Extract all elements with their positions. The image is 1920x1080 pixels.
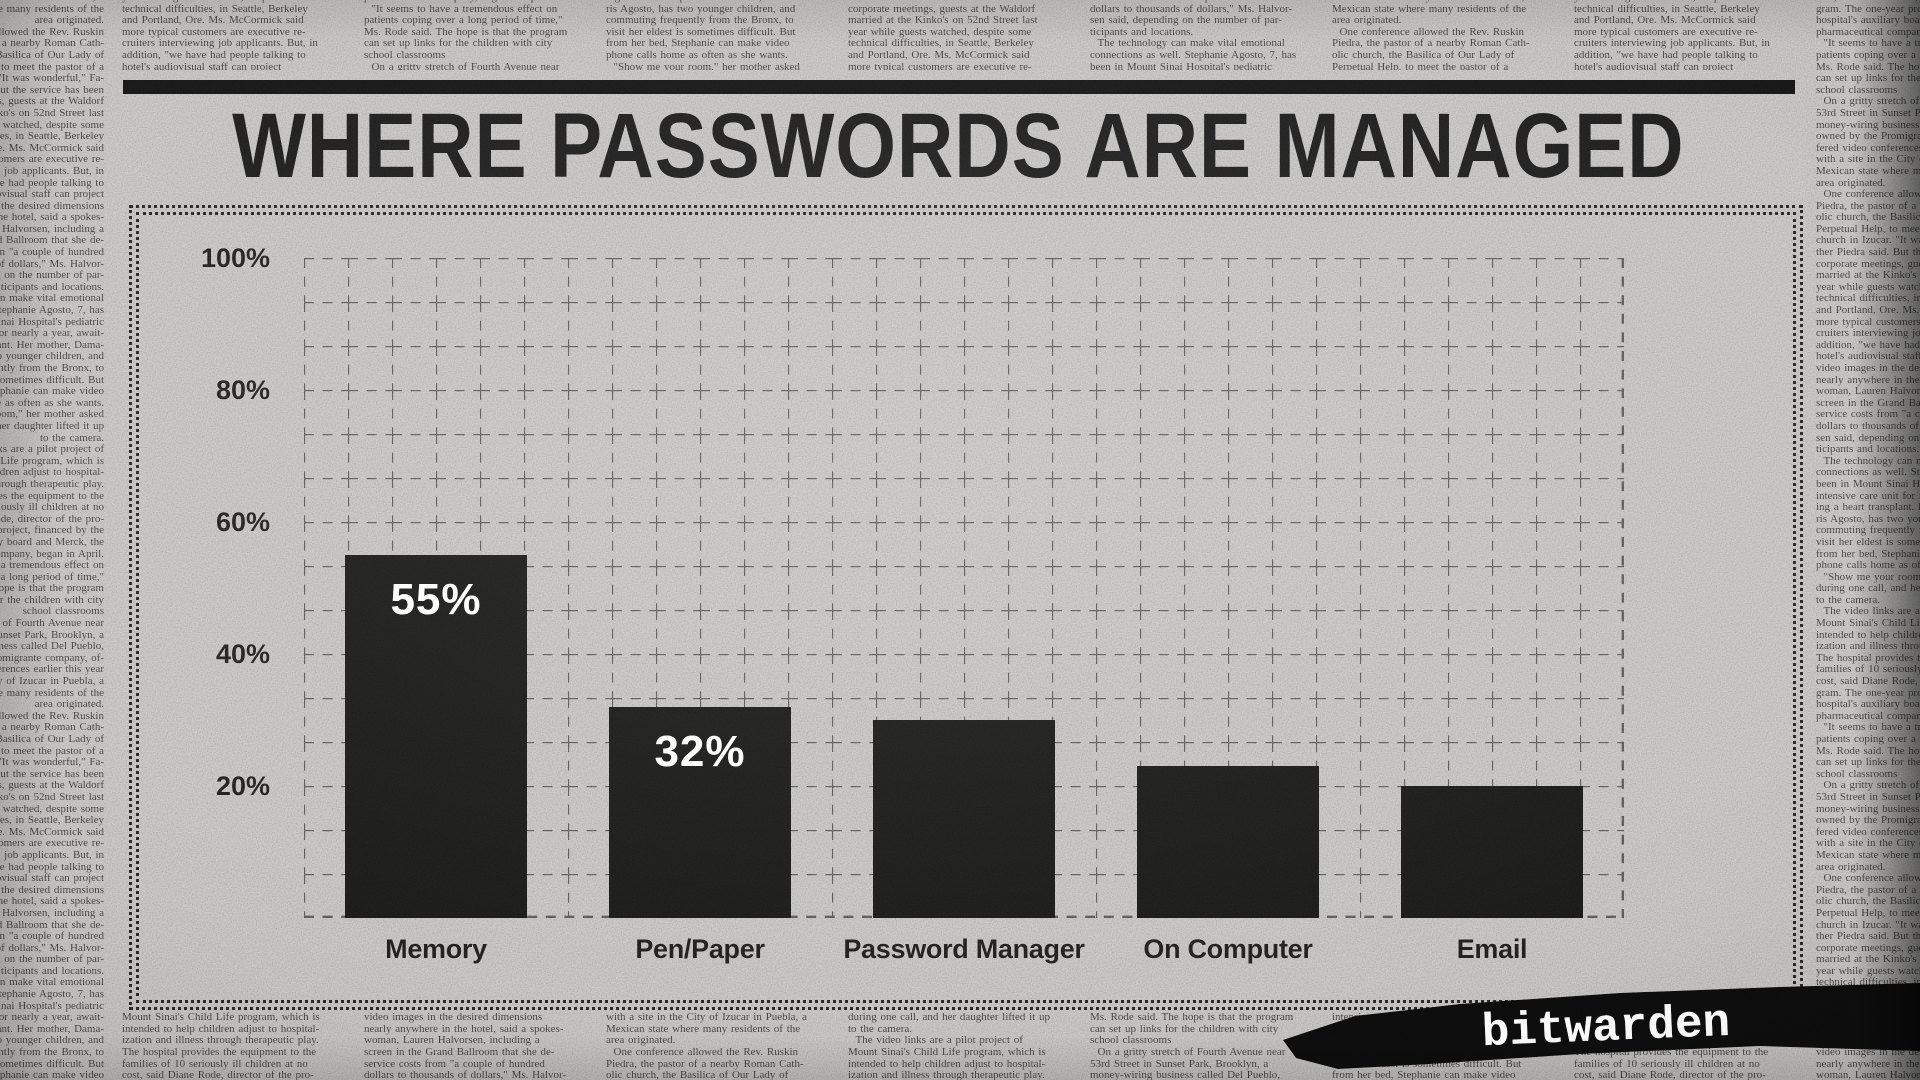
bar-pen-paper: 32%: [609, 707, 791, 918]
bar-email: [1401, 786, 1583, 918]
bar-value-label-memory: 55%: [390, 575, 482, 624]
bar-memory: 55%: [345, 555, 527, 918]
x-axis-label-password-manager: Password Manager: [843, 934, 1085, 964]
newsprint-column-left-margin: with a site in the City of Izucar in Pue…: [0, 0, 104, 1080]
y-axis-tick-100: 100%: [200, 243, 270, 273]
x-axis-label-on-computer: On Computer: [1143, 934, 1313, 964]
newsprint-column-right-margin: cost, said Diane Rode, director of the p…: [1816, 0, 1920, 1080]
bar-on-computer: [1137, 766, 1319, 918]
x-axis-label-pen-paper: Pen/Paper: [635, 934, 765, 964]
y-axis-tick-20: 20%: [215, 771, 270, 801]
x-axis-label-email: Email: [1456, 934, 1528, 964]
page-title: WHERE PASSWORDS ARE MANAGED: [232, 95, 1685, 197]
bar-password-manager: [873, 720, 1055, 918]
x-axis-label-memory: Memory: [385, 934, 487, 964]
y-axis-tick-80: 80%: [215, 375, 270, 405]
headline-rule: [123, 80, 1795, 94]
bar-value-label-pen-paper: 32%: [654, 727, 746, 776]
y-axis-tick-40: 40%: [215, 639, 270, 669]
bar-chart-plot: 55% 32%: [304, 258, 1624, 918]
y-axis-tick-60: 60%: [215, 507, 270, 537]
